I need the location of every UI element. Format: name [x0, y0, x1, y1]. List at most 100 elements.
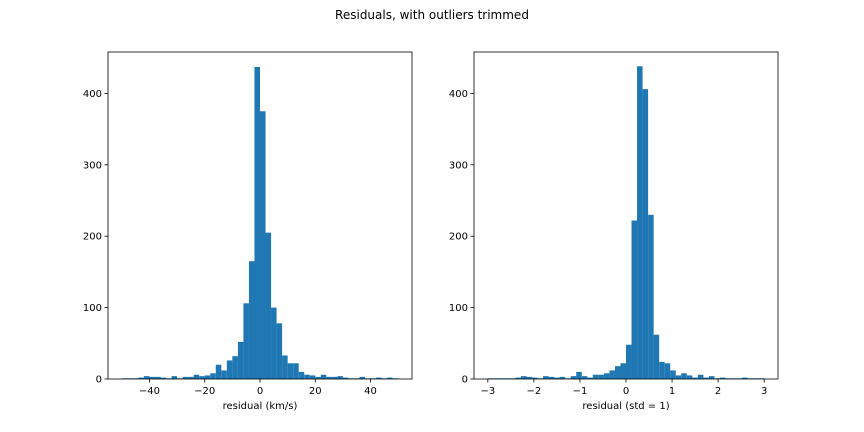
- y-tick-label: 300: [83, 160, 102, 171]
- x-tick-label: −40: [139, 386, 160, 397]
- x-tick-label: −20: [194, 386, 215, 397]
- histogram-bar: [548, 376, 555, 379]
- histogram-bar: [664, 363, 671, 379]
- histogram-bar: [315, 376, 321, 379]
- histogram-bar: [603, 373, 610, 379]
- histogram-bar: [210, 373, 216, 379]
- histogram-bar: [265, 232, 272, 379]
- histogram-bar: [188, 376, 194, 379]
- histogram-bar: [520, 376, 527, 379]
- histogram-bar: [182, 376, 189, 379]
- histogram-bar: [637, 66, 643, 379]
- x-tick-label: 40: [364, 386, 377, 397]
- histogram-bar: [149, 376, 155, 379]
- y-tick-label: 300: [449, 160, 468, 171]
- histogram-bar: [570, 376, 577, 379]
- histogram-bar: [642, 89, 649, 379]
- x-tick-label: 1: [669, 386, 675, 397]
- histogram-bar: [708, 376, 715, 379]
- histogram-bar: [254, 66, 260, 380]
- histogram-bar: [703, 377, 709, 379]
- histogram-bar: [337, 376, 343, 379]
- x-tick-label: 2: [715, 386, 721, 397]
- histogram-bar: [692, 377, 698, 379]
- histogram-bar: [143, 376, 150, 379]
- y-tick-label: 400: [449, 89, 468, 100]
- histogram-bar: [304, 374, 310, 379]
- x-tick-label: 3: [761, 386, 767, 397]
- histogram-bar: [526, 376, 533, 379]
- x-tick-label: 0: [623, 386, 629, 397]
- histogram-bar: [609, 370, 615, 379]
- x-tick-label: 0: [257, 386, 263, 397]
- histogram-bar: [271, 307, 277, 379]
- histogram-bar: [276, 323, 283, 379]
- x-axis-label: residual (std = 1): [582, 401, 669, 412]
- chart-right: −3 −2 −1 0 1 2 3 0 100 200 300 400 residual (std = 1…: [449, 51, 779, 412]
- histogram-bar: [659, 361, 665, 379]
- histogram-bar: [260, 111, 266, 379]
- histogram-bar: [559, 376, 566, 379]
- histogram-bar: [226, 360, 233, 379]
- y-tick-label: 100: [83, 303, 102, 314]
- histogram-bar: [154, 376, 161, 379]
- histogram-bar: [653, 334, 660, 379]
- histogram-bar: [719, 377, 726, 379]
- histogram-bar: [675, 375, 682, 379]
- histogram-bar: [282, 355, 288, 379]
- x-tick-label: −2: [527, 386, 542, 397]
- x-tick-label: −1: [573, 386, 588, 397]
- x-axis-label: residual (km/s): [223, 401, 298, 412]
- histogram-bar: [626, 344, 632, 379]
- histogram-bar: [686, 375, 693, 379]
- histogram-bar: [193, 374, 200, 379]
- histogram-bar: [587, 377, 593, 379]
- histogram-bar: [554, 377, 560, 379]
- y-tick-label: 200: [83, 232, 102, 243]
- histogram-bar: [592, 374, 599, 379]
- histogram-bar: [681, 373, 687, 379]
- histogram-bar: [309, 375, 316, 379]
- y-tick-label: 100: [449, 303, 468, 314]
- histogram-bar: [598, 374, 604, 379]
- histogram-bar: [620, 363, 626, 379]
- y-tick-label: 0: [462, 375, 468, 386]
- histogram-bar: [204, 375, 211, 379]
- histogram-bar: [232, 356, 238, 379]
- y-tick-label: 200: [449, 232, 468, 243]
- histogram-bar: [576, 371, 582, 379]
- histogram-bar: [697, 374, 704, 379]
- axes-frame: [473, 51, 779, 380]
- histogram-bar: [614, 366, 621, 379]
- x-tick-label: 20: [309, 386, 322, 397]
- histogram-bar: [331, 376, 338, 379]
- histogram-bar: [237, 341, 244, 379]
- x-tick-label: −3: [480, 386, 495, 397]
- histogram-bar: [359, 376, 366, 379]
- histogram-bar: [171, 376, 178, 379]
- histogram-bar: [376, 377, 382, 379]
- histogram-bar: [293, 363, 299, 379]
- histogram-bar: [298, 371, 305, 379]
- histogram-bar: [243, 303, 249, 379]
- histogram-bar: [342, 377, 349, 379]
- histogram-bar: [670, 370, 676, 379]
- histogram-bar: [742, 377, 748, 379]
- histogram-bar: [581, 376, 588, 379]
- histogram-bar: [648, 214, 654, 379]
- histogram-bar: [387, 377, 393, 379]
- histogram-bar: [631, 220, 638, 379]
- histogram-bar: [532, 377, 538, 379]
- histogram-bar: [215, 364, 222, 379]
- histogram-bar: [138, 377, 144, 379]
- histogram-bar: [326, 376, 332, 379]
- y-tick-label: 400: [83, 89, 102, 100]
- histogram-bar: [543, 376, 549, 379]
- histogram-bar: [287, 363, 294, 379]
- histogram-bar: [199, 376, 205, 379]
- histogram-bar: [248, 261, 255, 379]
- histogram-bar: [320, 374, 327, 379]
- histogram-bar: [515, 377, 521, 379]
- figure-title: Residuals, with outliers trimmed: [335, 8, 529, 22]
